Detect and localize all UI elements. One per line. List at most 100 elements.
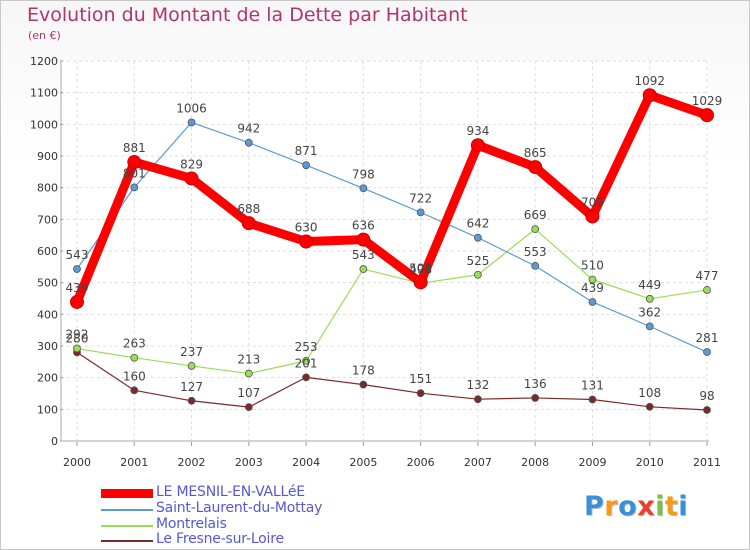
data-label: 98 [699, 389, 714, 403]
data-label: 1092 [634, 74, 665, 88]
series-point [588, 395, 597, 404]
data-label: 543 [66, 248, 89, 262]
series-point [470, 138, 485, 153]
data-label: 722 [409, 191, 432, 205]
data-label: 160 [123, 369, 146, 383]
series-point [703, 286, 711, 294]
data-label: 477 [696, 269, 719, 283]
y-tick-label: 900 [37, 150, 58, 163]
series-0 [70, 88, 714, 309]
data-label: 292 [66, 328, 89, 342]
logo-letter: i [678, 491, 689, 522]
data-label: 449 [638, 278, 661, 292]
y-tick-label: 100 [37, 403, 58, 416]
series-point [528, 160, 543, 175]
series-point [130, 183, 139, 192]
series-point [356, 232, 371, 247]
data-label: 501 [409, 261, 432, 275]
legend-swatch-line [101, 509, 153, 511]
data-label: 865 [524, 146, 547, 160]
series-point [302, 161, 310, 170]
logo-letter: i [655, 491, 665, 522]
x-tick-label: 2006 [407, 456, 435, 469]
legend-label-montrelais: Montrelais [156, 516, 227, 532]
series-point [187, 396, 196, 405]
series-point [130, 353, 139, 362]
x-tick-label: 2008 [521, 456, 549, 469]
x-tick-label: 2002 [178, 456, 206, 469]
data-label: 934 [466, 124, 489, 138]
series-point [588, 275, 597, 284]
series-point [642, 88, 657, 103]
series-line-2 [76, 228, 708, 375]
y-tick-label: 1100 [30, 87, 58, 100]
legend-swatch-line [101, 540, 153, 542]
y-tick-label: 300 [37, 340, 58, 353]
data-label: 136 [524, 377, 547, 391]
legend-label-mesnil: LE MESNIL-EN-VALLéE [156, 484, 305, 500]
legend-swatch-saint-laurent [101, 502, 153, 517]
data-label: 263 [123, 337, 146, 351]
series-point [416, 208, 425, 217]
data-label: 280 [66, 331, 89, 345]
series-point [244, 369, 253, 378]
chart-title: Evolution du Montant de la Dette par Hab… [27, 4, 468, 26]
series-point [531, 225, 540, 234]
legend-swatch-montrelais [101, 518, 153, 533]
data-label: 688 [237, 202, 260, 216]
data-label: 237 [180, 345, 203, 359]
series-point [187, 118, 196, 127]
data-label: 1006 [176, 101, 207, 115]
series-point [187, 362, 196, 370]
series-line-3 [76, 351, 708, 411]
series-point [299, 234, 314, 249]
data-label: 871 [295, 144, 318, 158]
data-label: 510 [581, 259, 604, 273]
data-label: 801 [123, 166, 146, 180]
logo-letter: x [637, 491, 656, 522]
series-point [302, 373, 310, 382]
series-point [73, 265, 81, 273]
series-3 [73, 348, 711, 414]
data-label: 642 [466, 217, 489, 231]
series-point [531, 261, 540, 270]
chart-subtitle: (en €) [28, 29, 61, 42]
data-label: 439 [581, 281, 604, 295]
data-label: 709 [581, 195, 604, 209]
y-tick-label: 600 [37, 245, 58, 258]
series-point [700, 108, 714, 123]
series-point [645, 294, 654, 303]
series-point [130, 386, 139, 395]
x-tick-label: 2000 [63, 456, 91, 469]
logo-letter: o [618, 491, 638, 522]
y-tick-label: 400 [37, 308, 58, 321]
series-line-0 [72, 90, 712, 307]
y-tick-label: 800 [37, 182, 58, 195]
legend-label-fresne: Le Fresne-sur-Loire [156, 531, 284, 547]
data-label: 132 [466, 378, 489, 392]
series-point [474, 270, 482, 279]
y-tick-label: 700 [37, 213, 58, 226]
data-label: 107 [237, 386, 260, 400]
legend-swatch-line [101, 525, 153, 527]
data-label: 636 [352, 219, 375, 233]
series-point [645, 402, 654, 411]
data-label: 439 [66, 281, 89, 295]
series-point [73, 344, 81, 353]
data-label: 669 [524, 208, 547, 222]
data-label: 498 [409, 262, 432, 276]
y-tick-label: 200 [37, 372, 58, 385]
series-point [413, 275, 428, 290]
series-point [531, 394, 540, 402]
data-label: 108 [638, 386, 661, 400]
data-label: 151 [409, 372, 432, 386]
x-tick-label: 2003 [235, 456, 263, 469]
series-point [184, 171, 199, 186]
series-point [474, 233, 482, 242]
series-point [302, 356, 310, 365]
logo-letter: t [664, 491, 679, 522]
data-label: 543 [352, 248, 375, 262]
logo-letter: P [584, 491, 605, 522]
data-label: 131 [581, 379, 604, 393]
